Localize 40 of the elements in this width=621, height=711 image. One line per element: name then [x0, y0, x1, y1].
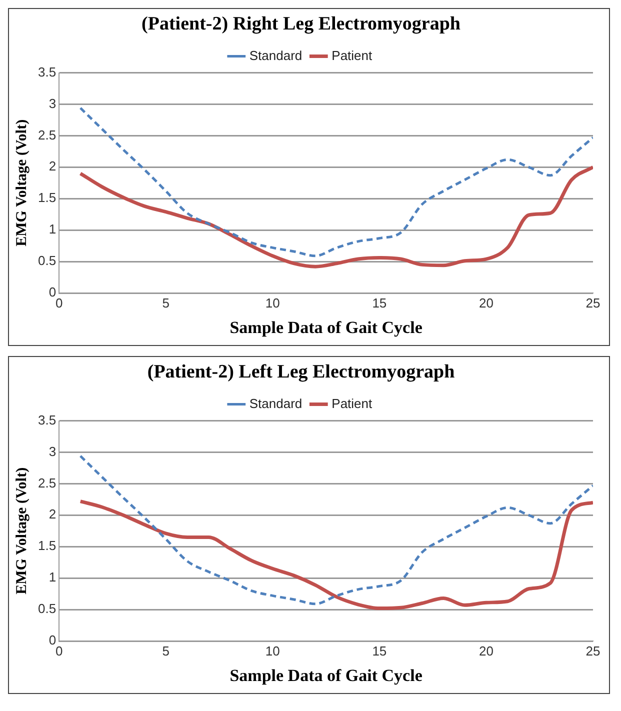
y-tick-label: 3.5 — [38, 412, 56, 428]
line-series — [78, 165, 593, 268]
x-tick-label: 20 — [478, 643, 494, 658]
y-tick-label: 1.5 — [38, 190, 56, 206]
y-axis-title: EMG Voltage (Volt) — [14, 119, 30, 246]
x-tick-label: 5 — [162, 295, 170, 310]
x-tick-label: 15 — [372, 643, 387, 658]
y-tick-label: 3 — [48, 96, 56, 111]
x-tick-label: 20 — [478, 295, 494, 310]
y-axis-title: EMG Voltage (Volt) — [14, 467, 30, 594]
legend-label: Standard — [249, 48, 302, 63]
legend-label: Standard — [249, 396, 302, 411]
legend-label: Patient — [332, 48, 373, 63]
y-tick-label: 0.5 — [38, 253, 56, 268]
x-tick-label: 10 — [265, 295, 280, 310]
x-tick-label: 5 — [162, 643, 170, 658]
x-axis-title: Sample Data of Gait Cycle — [230, 666, 423, 686]
y-tick-label: 2 — [48, 506, 56, 522]
line-series — [79, 106, 593, 258]
x-tick-label: 25 — [586, 643, 600, 658]
line-series — [78, 500, 593, 610]
y-tick-label: 1.5 — [38, 538, 56, 554]
y-tick-label: 0.5 — [38, 601, 56, 616]
chart-title: (Patient-2) Left Leg Electromyograph — [147, 361, 456, 382]
legend-label: Patient — [332, 396, 373, 411]
x-axis-title: Sample Data of Gait Cycle — [230, 318, 423, 338]
y-tick-label: 3 — [48, 444, 56, 459]
y-tick-label: 1 — [48, 222, 56, 237]
y-tick-label: 2 — [48, 158, 56, 174]
x-tick-label: 15 — [372, 295, 387, 310]
y-tick-label: 3.5 — [38, 64, 56, 80]
x-tick-label: 10 — [265, 643, 280, 658]
x-tick-label: 25 — [586, 295, 600, 310]
y-tick-label: 0 — [48, 632, 56, 648]
chart-title: (Patient-2) Right Leg Electromyograph — [142, 13, 461, 34]
y-tick-label: 2.5 — [38, 475, 56, 490]
line-series — [79, 454, 593, 606]
y-tick-label: 0 — [48, 284, 56, 300]
y-tick-label: 1 — [48, 570, 56, 585]
y-tick-label: 2.5 — [38, 127, 56, 142]
